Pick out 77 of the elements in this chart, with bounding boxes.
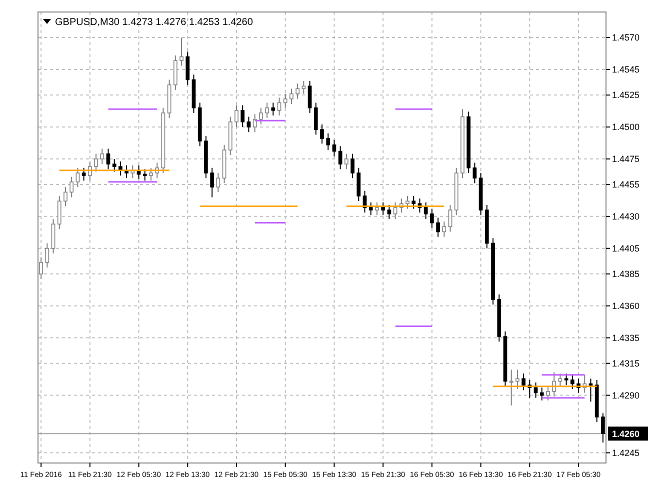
- candlestick: [588, 378, 593, 402]
- candlestick: [320, 124, 324, 144]
- candlestick: [302, 80, 306, 94]
- candlestick: [277, 97, 282, 116]
- y-tick-label: 1.4430: [612, 212, 640, 222]
- candlestick: [290, 88, 294, 104]
- candlestick: [112, 158, 116, 172]
- candlestick: [375, 202, 379, 216]
- candlestick: [283, 93, 288, 108]
- candlestick: [82, 167, 86, 182]
- candlestick: [534, 382, 538, 398]
- candlestick: [552, 372, 556, 398]
- y-tick-label: 1.4545: [612, 64, 640, 75]
- y-tick-label: 1.4385: [612, 269, 640, 280]
- candlestick: [448, 204, 452, 232]
- candlestick: [436, 217, 440, 238]
- candlestick: [296, 83, 300, 100]
- candlestick: [381, 202, 385, 216]
- candlestick: [522, 373, 526, 391]
- candlestick: [546, 386, 550, 401]
- y-tick-label: 1.4335: [612, 332, 640, 343]
- candlestick: [356, 167, 361, 202]
- candlestick: [210, 167, 214, 198]
- candlestick: [94, 153, 98, 172]
- candlestick: [240, 104, 245, 128]
- candlestick: [246, 116, 251, 133]
- candlestick: [64, 186, 68, 207]
- candlestick: [259, 107, 263, 125]
- candlestick: [45, 242, 50, 268]
- y-tick-label: 1.4455: [612, 180, 640, 190]
- candlestick: [472, 162, 477, 184]
- candlestick: [88, 160, 92, 182]
- candlestick: [308, 80, 312, 114]
- candlestick: [338, 146, 342, 170]
- candlestick: [393, 202, 398, 220]
- candlestick: [564, 373, 568, 386]
- ref-line-label: 1.4260: [612, 428, 640, 439]
- text: GBPUSD,M30 1.4273 1.4276 1.4253 1.4260: [55, 17, 254, 28]
- candlestick: [57, 195, 62, 230]
- candlestick: [70, 176, 74, 198]
- y-tick-label: 1.4245: [612, 448, 640, 458]
- candlestick: [265, 102, 269, 119]
- candlestick: [540, 387, 544, 401]
- candlestick: [271, 102, 276, 116]
- y-tick-label: 1.4525: [612, 90, 640, 100]
- candlestick: [76, 167, 80, 188]
- candlestick: [314, 102, 318, 136]
- candlestick: [442, 221, 446, 238]
- candlestick: [350, 153, 354, 179]
- y-tick-label: 1.4475: [612, 154, 640, 164]
- y-tick-label: 1.4315: [612, 358, 640, 368]
- candlestick: [149, 167, 153, 182]
- candlestick: [570, 374, 574, 390]
- candlestick: [406, 195, 410, 210]
- y-tick-label: 1.4290: [612, 390, 640, 400]
- candlestick: [601, 412, 605, 444]
- candlestick: [368, 202, 373, 216]
- candlestick: [142, 168, 147, 182]
- candlestick: [234, 104, 238, 128]
- candlestick: [516, 369, 520, 390]
- y-tick-label: 1.4360: [612, 301, 640, 312]
- y-tick-label: 1.4500: [612, 122, 640, 132]
- candlestick: [509, 369, 514, 406]
- candlestick: [412, 195, 416, 210]
- candlestick: [180, 37, 184, 66]
- candlestick: [326, 132, 330, 150]
- y-tick-label: 1.4570: [612, 32, 640, 43]
- candlestick: [186, 51, 190, 86]
- candlestick: [106, 148, 110, 170]
- candlestick: [424, 202, 428, 220]
- candlestick: [387, 204, 392, 220]
- candlestick: [100, 148, 104, 165]
- candlestick: [216, 172, 220, 193]
- candlestick: [344, 153, 348, 170]
- y-tick-label: 1.4405: [612, 244, 640, 254]
- candlestick: [332, 139, 336, 157]
- candlestick: [430, 208, 434, 228]
